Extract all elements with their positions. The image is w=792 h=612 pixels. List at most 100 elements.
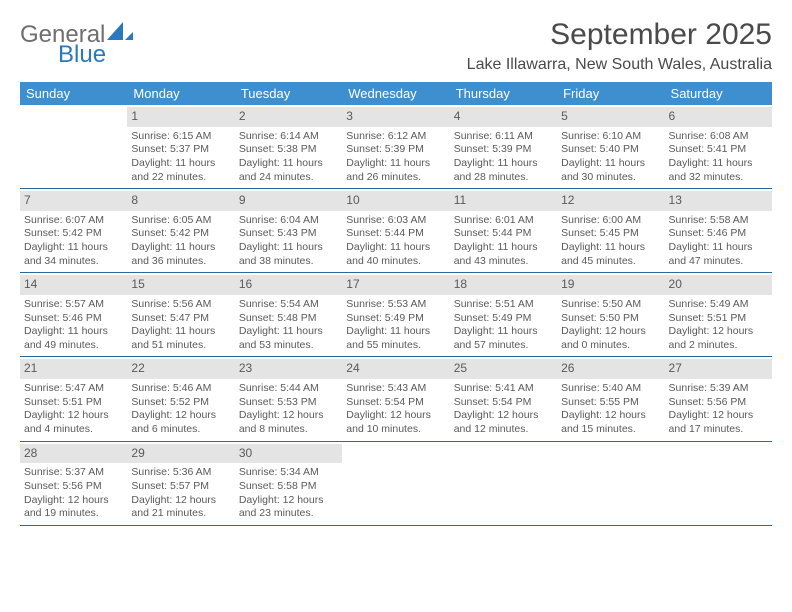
day-cell: 12Sunrise: 6:00 AMSunset: 5:45 PMDayligh… [557, 189, 664, 272]
sunset-line: Sunset: 5:56 PM [24, 480, 123, 494]
sunset-line: Sunset: 5:56 PM [669, 396, 768, 410]
sunrise-line: Sunrise: 6:01 AM [454, 214, 553, 228]
daylight-line2: and 47 minutes. [669, 255, 768, 269]
daylight-line2: and 34 minutes. [24, 255, 123, 269]
day-cell: 1Sunrise: 6:15 AMSunset: 5:37 PMDaylight… [127, 105, 234, 188]
daylight-line1: Daylight: 11 hours [454, 325, 553, 339]
dow-cell: Tuesday [235, 82, 342, 105]
daylight-line1: Daylight: 12 hours [239, 494, 338, 508]
daylight-line1: Daylight: 11 hours [239, 241, 338, 255]
day-cell: 21Sunrise: 5:47 AMSunset: 5:51 PMDayligh… [20, 357, 127, 440]
sunset-line: Sunset: 5:51 PM [669, 312, 768, 326]
sunset-line: Sunset: 5:38 PM [239, 143, 338, 157]
day-cell: 30Sunrise: 5:34 AMSunset: 5:58 PMDayligh… [235, 442, 342, 525]
daylight-line1: Daylight: 11 hours [454, 157, 553, 171]
daylight-line1: Daylight: 11 hours [24, 241, 123, 255]
sunrise-line: Sunrise: 5:43 AM [346, 382, 445, 396]
daylight-line2: and 0 minutes. [561, 339, 660, 353]
day-cell: 24Sunrise: 5:43 AMSunset: 5:54 PMDayligh… [342, 357, 449, 440]
sunset-line: Sunset: 5:43 PM [239, 227, 338, 241]
day-number: 24 [342, 359, 449, 379]
day-cell: 17Sunrise: 5:53 AMSunset: 5:49 PMDayligh… [342, 273, 449, 356]
day-of-week-header: SundayMondayTuesdayWednesdayThursdayFrid… [20, 82, 772, 105]
day-cell: 25Sunrise: 5:41 AMSunset: 5:54 PMDayligh… [450, 357, 557, 440]
day-number: 7 [20, 191, 127, 211]
day-number: 5 [557, 107, 664, 127]
daylight-line2: and 6 minutes. [131, 423, 230, 437]
day-cell: 15Sunrise: 5:56 AMSunset: 5:47 PMDayligh… [127, 273, 234, 356]
daylight-line2: and 53 minutes. [239, 339, 338, 353]
day-number: 27 [665, 359, 772, 379]
daylight-line1: Daylight: 12 hours [669, 325, 768, 339]
daylight-line1: Daylight: 11 hours [669, 241, 768, 255]
day-cell: 6Sunrise: 6:08 AMSunset: 5:41 PMDaylight… [665, 105, 772, 188]
day-number: 18 [450, 275, 557, 295]
day-number: 6 [665, 107, 772, 127]
daylight-line2: and 40 minutes. [346, 255, 445, 269]
day-number: 15 [127, 275, 234, 295]
logo-sail-icon [107, 22, 133, 42]
daylight-line2: and 22 minutes. [131, 171, 230, 185]
day-number: 17 [342, 275, 449, 295]
daylight-line2: and 12 minutes. [454, 423, 553, 437]
daylight-line1: Daylight: 11 hours [561, 241, 660, 255]
sunrise-line: Sunrise: 5:54 AM [239, 298, 338, 312]
sunset-line: Sunset: 5:44 PM [454, 227, 553, 241]
day-number: 3 [342, 107, 449, 127]
week-row: 1Sunrise: 6:15 AMSunset: 5:37 PMDaylight… [20, 105, 772, 189]
day-number: 28 [20, 444, 127, 464]
sunset-line: Sunset: 5:40 PM [561, 143, 660, 157]
day-number: 19 [557, 275, 664, 295]
daylight-line1: Daylight: 12 hours [346, 409, 445, 423]
day-cell: 26Sunrise: 5:40 AMSunset: 5:55 PMDayligh… [557, 357, 664, 440]
daylight-line2: and 10 minutes. [346, 423, 445, 437]
day-number: 21 [20, 359, 127, 379]
day-number: 14 [20, 275, 127, 295]
day-number: 29 [127, 444, 234, 464]
header: General Blue September 2025 Lake Illawar… [20, 18, 772, 74]
dow-cell: Monday [127, 82, 234, 105]
day-cell [665, 442, 772, 525]
sunrise-line: Sunrise: 6:03 AM [346, 214, 445, 228]
daylight-line1: Daylight: 12 hours [131, 494, 230, 508]
dow-cell: Sunday [20, 82, 127, 105]
location: Lake Illawarra, New South Wales, Austral… [467, 56, 772, 74]
day-cell [557, 442, 664, 525]
sunrise-line: Sunrise: 5:53 AM [346, 298, 445, 312]
daylight-line2: and 26 minutes. [346, 171, 445, 185]
day-cell: 19Sunrise: 5:50 AMSunset: 5:50 PMDayligh… [557, 273, 664, 356]
sunset-line: Sunset: 5:54 PM [454, 396, 553, 410]
day-number: 12 [557, 191, 664, 211]
day-cell [342, 442, 449, 525]
week-row: 7Sunrise: 6:07 AMSunset: 5:42 PMDaylight… [20, 189, 772, 273]
sunset-line: Sunset: 5:50 PM [561, 312, 660, 326]
day-cell: 28Sunrise: 5:37 AMSunset: 5:56 PMDayligh… [20, 442, 127, 525]
daylight-line1: Daylight: 11 hours [131, 157, 230, 171]
sunset-line: Sunset: 5:42 PM [24, 227, 123, 241]
day-number: 23 [235, 359, 342, 379]
day-cell: 16Sunrise: 5:54 AMSunset: 5:48 PMDayligh… [235, 273, 342, 356]
daylight-line2: and 8 minutes. [239, 423, 338, 437]
day-number: 20 [665, 275, 772, 295]
daylight-line1: Daylight: 12 hours [239, 409, 338, 423]
sunrise-line: Sunrise: 5:46 AM [131, 382, 230, 396]
sunrise-line: Sunrise: 5:34 AM [239, 466, 338, 480]
sunrise-line: Sunrise: 6:11 AM [454, 130, 553, 144]
day-cell [450, 442, 557, 525]
sunrise-line: Sunrise: 6:15 AM [131, 130, 230, 144]
sunset-line: Sunset: 5:37 PM [131, 143, 230, 157]
day-cell: 8Sunrise: 6:05 AMSunset: 5:42 PMDaylight… [127, 189, 234, 272]
daylight-line1: Daylight: 12 hours [454, 409, 553, 423]
day-cell [20, 105, 127, 188]
daylight-line2: and 51 minutes. [131, 339, 230, 353]
day-number: 22 [127, 359, 234, 379]
sunrise-line: Sunrise: 5:56 AM [131, 298, 230, 312]
daylight-line1: Daylight: 12 hours [561, 325, 660, 339]
day-cell: 23 Sunrise: 5:44 AMSunset: 5:53 PMDayligh… [235, 357, 342, 440]
sunset-line: Sunset: 5:58 PM [239, 480, 338, 494]
sunrise-line: Sunrise: 6:10 AM [561, 130, 660, 144]
day-cell: 11Sunrise: 6:01 AMSunset: 5:44 PMDayligh… [450, 189, 557, 272]
sunset-line: Sunset: 5:53 PM [239, 396, 338, 410]
daylight-line1: Daylight: 11 hours [239, 325, 338, 339]
sunrise-line: Sunrise: 5:44 AM [239, 382, 338, 396]
